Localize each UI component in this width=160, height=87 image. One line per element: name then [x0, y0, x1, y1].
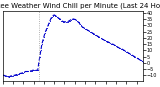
Title: Milwaukee Weather Wind Chill per Minute (Last 24 Hours): Milwaukee Weather Wind Chill per Minute …: [0, 3, 160, 9]
